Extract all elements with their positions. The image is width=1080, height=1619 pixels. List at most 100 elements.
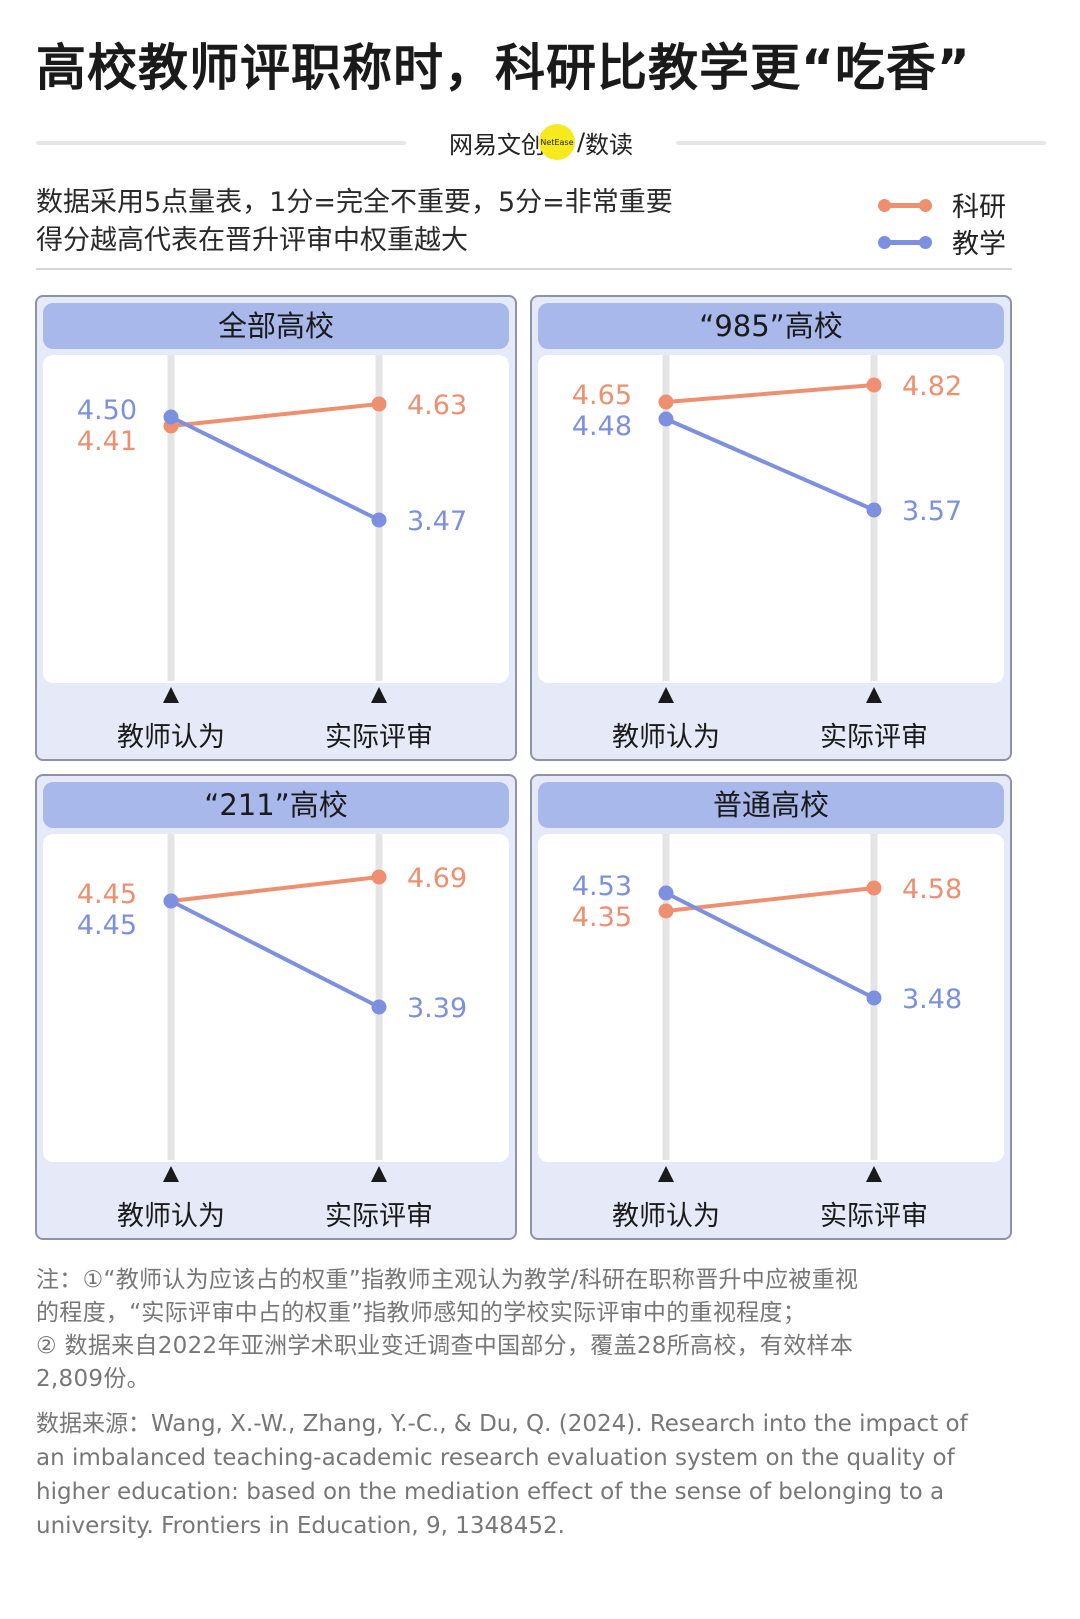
divider-right [676,141,1046,145]
series-line [169,875,381,903]
data-label: 3.39 [407,993,467,1024]
x-label-teachers-think: 教师认为 [612,1201,720,1232]
data-label: 4.53 [572,871,632,902]
data-label: 4.35 [572,902,632,933]
brand-badge: NetEase [538,124,575,160]
brand-separator: / [576,128,586,156]
header-divider [36,268,1012,270]
data-point [371,396,387,412]
axis-marker-triangle [163,687,179,703]
axis-marker-triangle [866,687,882,703]
legend-dot-teaching [919,235,932,249]
data-label: 4.69 [407,863,467,894]
line-chart: 4.45 4.69 4.45 3.39 [77,834,467,1182]
chart-panel-211: “211”高校 4.45 4.69 4.45 3.39 教师认为 实际评审 [35,774,517,1240]
footnote-line-2: 的程度，“实际评审中占的权重”指教师感知的学校实际评审中的重视程度； [36,1300,807,1326]
footnote-line-3: ② 数据来自2022年亚洲学术职业变迁调查中国部分，覆盖28所高校，有效样本 [36,1333,854,1359]
data-label: 4.82 [902,371,962,402]
legend-swatch-research [878,198,932,212]
x-label-actual-review: 实际评审 [325,1201,433,1232]
chart-panel-985: “985”高校 4.65 4.82 4.48 3.57 教师认为 实际评审 [530,295,1012,761]
footnote: 注：①“教师认为应该占的权重”指教师主观认为教学/科研在职称晋升中应被重视 的程… [36,1264,1026,1396]
data-point [371,512,387,528]
line-chart: 4.35 4.58 4.53 3.48 [572,834,962,1182]
chart-panel-general: 普通高校 4.35 4.58 4.53 3.48 教师认为 实际评审 [530,774,1012,1240]
plot-area [538,355,1004,683]
legend-label-teaching: 教学 [952,229,1006,260]
legend-dot-teaching [878,235,891,249]
plot-area [538,834,1004,1162]
plot-area [43,355,509,683]
footnote-line-1: 注：①“教师认为应该占的权重”指教师主观认为教学/科研在职称晋升中应被重视 [36,1267,859,1293]
data-label: 4.45 [77,879,137,910]
data-point [866,502,882,518]
panel-title: “211”高校 [43,782,509,828]
series-line [664,383,876,404]
data-point [866,377,882,393]
brand-row: 网易文创 NetEase / 数读 [36,124,1046,160]
page-title: 高校教师评职称时，科研比教学更“吃香” [36,39,971,97]
footnote-line-4: 2,809份。 [36,1366,150,1392]
data-point [866,990,882,1006]
subtitle: 数据采用5点量表，1分=完全不重要，5分=非常重要 得分越高代表在晋升评审中权重… [36,184,673,260]
x-label-teachers-think: 教师认为 [612,722,720,753]
legend-swatch-teaching [878,235,932,249]
data-point [866,880,882,896]
data-label: 3.48 [902,984,962,1015]
series-line [169,899,381,1009]
legend-item-teaching: 教学 [878,223,1030,260]
data-point [658,885,674,901]
legend-dot-research [919,198,932,212]
panel-title: 普通高校 [538,782,1004,828]
brand-logo: 网易文创 NetEase / 数读 [421,124,661,160]
divider-left [36,141,406,145]
axis-marker-triangle [163,1166,179,1182]
x-label-teachers-think: 教师认为 [117,1201,225,1232]
brand-column: 数读 [585,130,634,159]
data-label: 4.45 [77,910,137,941]
legend-dot-research [878,198,891,212]
source-line-1: 数据来源：Wang, X.-W., Zhang, Y.-C., & Du, Q.… [36,1411,968,1437]
source-line-3: higher education: based on the mediation… [36,1479,945,1505]
legend-line-research [880,202,930,208]
data-point [658,903,674,919]
series-line [664,886,876,913]
data-point [163,409,179,425]
source-line-4: university. Frontiers in Education, 9, 1… [36,1513,565,1539]
legend-label-research: 科研 [952,192,1006,223]
x-label-teachers-think: 教师认为 [117,722,225,753]
series-line [169,415,381,522]
data-label: 3.57 [902,496,962,527]
data-point [658,394,674,410]
data-label: 4.50 [77,395,137,426]
legend: 科研 教学 [878,186,1030,260]
x-label-actual-review: 实际评审 [325,722,433,753]
line-chart: 4.41 4.63 4.50 3.47 [77,355,467,703]
data-source: 数据来源：Wang, X.-W., Zhang, Y.-C., & Du, Q.… [36,1407,1026,1543]
brand-name: 网易文创 [448,130,545,159]
series-line [664,417,876,512]
data-label: 4.63 [407,390,467,421]
data-point [371,999,387,1015]
source-line-2: an imbalanced teaching-academic research… [36,1445,955,1471]
data-label: 4.41 [77,426,137,457]
data-point [658,411,674,427]
axis-marker-triangle [658,1166,674,1182]
panel-title: “985”高校 [538,303,1004,349]
legend-item-research: 科研 [878,186,1030,223]
data-point [371,869,387,885]
data-label: 4.58 [902,874,962,905]
line-chart: 4.65 4.82 4.48 3.57 [572,355,962,703]
data-label: 4.48 [572,411,632,442]
x-label-actual-review: 实际评审 [820,722,928,753]
series-line [664,891,876,1000]
axis-marker-triangle [658,687,674,703]
series-line [169,402,381,428]
legend-line-teaching [880,239,930,245]
axis-marker-triangle [371,687,387,703]
chart-panel-all: 全部高校 4.41 4.63 4.50 3.47 教师认为 实际评审 [35,295,517,761]
data-label: 3.47 [407,506,467,537]
data-label: 4.65 [572,380,632,411]
x-label-actual-review: 实际评审 [820,1201,928,1232]
axis-marker-triangle [371,1166,387,1182]
